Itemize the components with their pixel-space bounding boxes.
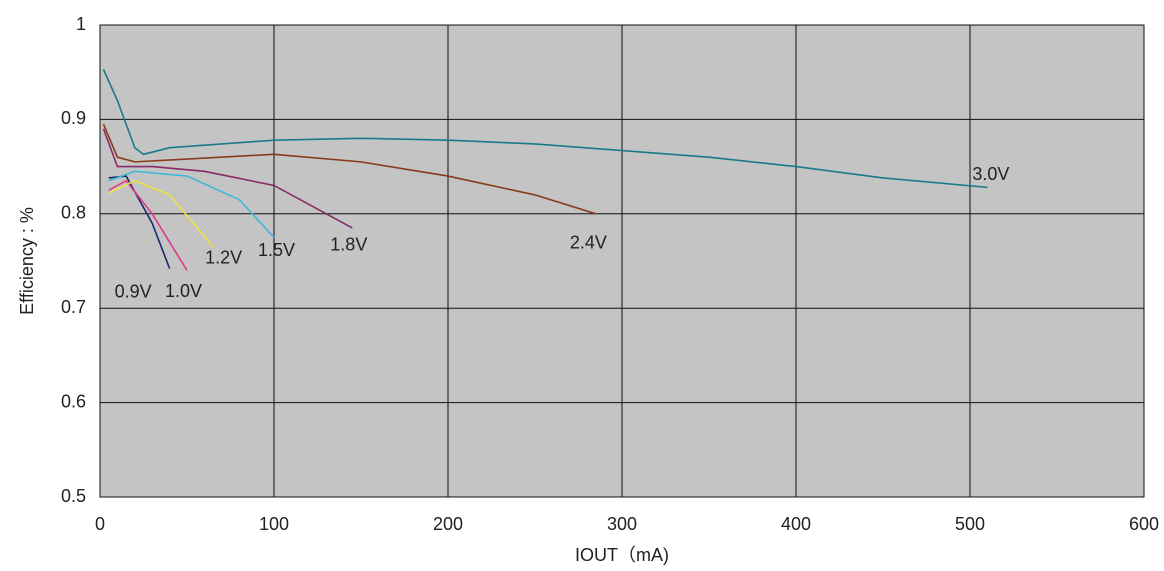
line-label: 1.5V <box>258 240 295 260</box>
y-tick-label: 0.8 <box>61 203 86 223</box>
y-tick-label: 0.6 <box>61 391 86 411</box>
y-tick-label: 0.9 <box>61 108 86 128</box>
x-tick-label: 200 <box>433 514 463 534</box>
x-tick-label: 400 <box>781 514 811 534</box>
line-label: 3.0V <box>972 164 1009 184</box>
line-label: 1.2V <box>205 248 242 268</box>
line <box>102 128 353 229</box>
x-tick-label: 600 <box>1129 514 1159 534</box>
plot-border <box>99 24 1145 498</box>
y-tick-label: 0.5 <box>61 486 86 506</box>
y-axis-label: Efficiency : % <box>17 207 37 315</box>
line <box>108 170 275 238</box>
y-tick-label: 1 <box>76 14 86 34</box>
line-label: 1.0V <box>165 281 202 301</box>
line-label: 2.4V <box>570 233 607 253</box>
x-axis-label: IOUT（mA) <box>575 545 669 565</box>
line <box>102 123 597 215</box>
x-tick-label: 0 <box>95 514 105 534</box>
y-tick-label: 0.7 <box>61 297 86 317</box>
x-tick-label: 300 <box>607 514 637 534</box>
x-tick-label: 100 <box>259 514 289 534</box>
line <box>108 179 188 271</box>
line-label: 1.8V <box>330 235 367 255</box>
x-tick-label: 500 <box>955 514 985 534</box>
line <box>108 179 214 248</box>
line <box>102 69 988 189</box>
line-label: 0.9V <box>115 281 152 301</box>
